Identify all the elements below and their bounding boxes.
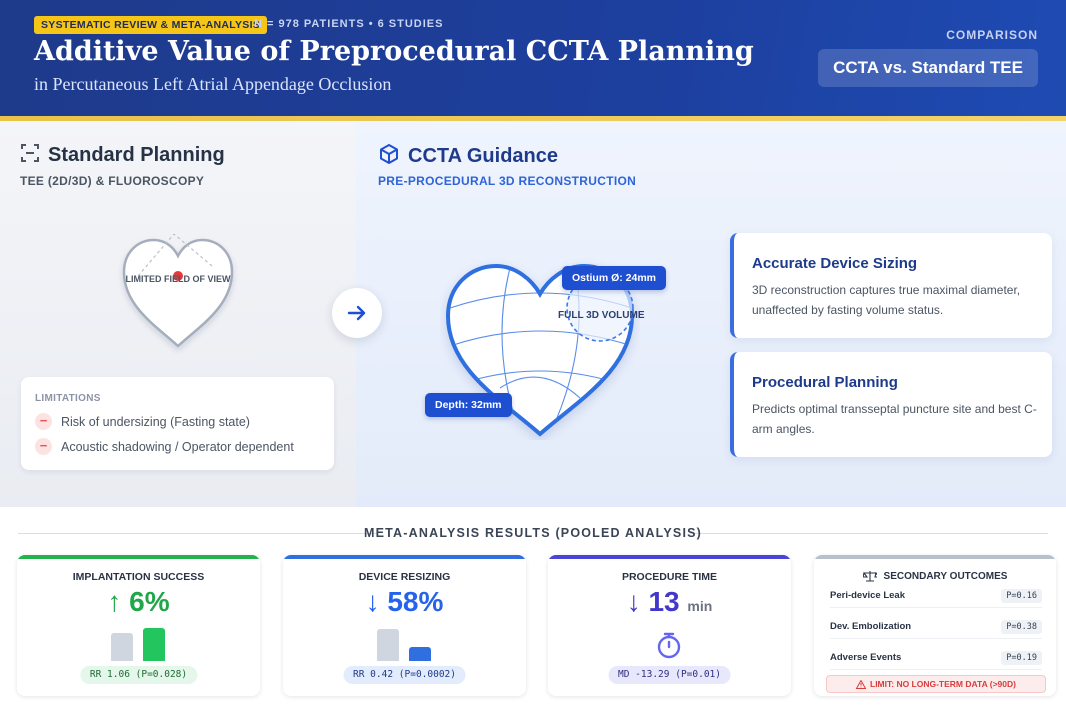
scan-frame-icon [20, 143, 40, 168]
ccta-guidance-title: CCTA Guidance [408, 145, 559, 167]
card-accent [283, 555, 526, 559]
stat-label: PROCEDURE TIME [621, 571, 718, 583]
divider [18, 533, 378, 534]
full-3d-heart-illustration [445, 263, 635, 437]
comparison-label: COMPARISON [946, 28, 1038, 42]
limitation-warning: LIMIT: NO LONG-TERM DATA (>90D) [826, 675, 1046, 693]
implantation-success-card: IMPLANTATION SUCCESS ↑ 6% RR 1.06 (P=0.0… [17, 555, 260, 696]
cube-icon [378, 143, 400, 170]
results-title: META-ANALYSIS RESULTS (POOLED ANALYSIS) [363, 526, 703, 540]
ccta-bar [143, 628, 165, 661]
arrow-down-icon: ↓ [365, 586, 380, 617]
stat-pill: MD -13.29 (P=0.01) [608, 666, 731, 684]
limited-heart-illustration [122, 234, 234, 348]
secondary-outcome-row: Peri-device Leak P=0.16 [830, 584, 1042, 608]
feature-title: Accurate Device Sizing [752, 255, 918, 272]
secondary-outcome-row: Dev. Embolization P=0.38 [830, 615, 1042, 639]
feature-card-device-sizing: Accurate Device Sizing 3D reconstruction… [730, 233, 1052, 338]
limitation-text: Risk of undersizing (Fasting state) [61, 414, 250, 429]
limitations-heading: LIMITATIONS [35, 393, 101, 404]
secondary-outcomes-heading: SECONDARY OUTCOMES [814, 570, 1056, 582]
divider [690, 533, 1048, 534]
feature-text: 3D reconstruction captures true maximal … [752, 283, 1021, 317]
ostium-chip: Ostium Ø: 24mm [562, 266, 667, 290]
secondary-outcomes-card: SECONDARY OUTCOMES Peri-device Leak P=0.… [814, 555, 1056, 696]
baseline-bar [111, 633, 133, 661]
card-accent [814, 555, 1056, 559]
arrow-right-icon [347, 305, 366, 321]
warning-icon [856, 679, 866, 689]
card-accent [17, 555, 260, 559]
standard-planning-subtitle: TEE (2D/3D) & FLUOROSCOPY [20, 174, 205, 188]
limitation-text: Acoustic shadowing / Operator dependent [61, 439, 294, 454]
page-title: Additive Value of Preprocedural CCTA Pla… [34, 36, 754, 67]
feature-title: Procedural Planning [752, 374, 898, 391]
minus-icon: − [35, 413, 52, 430]
comparison-pill: CCTA vs. Standard TEE [818, 49, 1038, 87]
stat-value: ↑ 6% [107, 586, 170, 617]
procedure-time-card: PROCEDURE TIME ↓ 13 min MD -13.29 (P=0.0… [548, 555, 791, 696]
stat-value: ↓ 13 min [626, 586, 713, 617]
stat-pill: RR 0.42 (P=0.0002) [343, 666, 466, 684]
secondary-outcome-row: Adverse Events P=0.19 [830, 646, 1042, 670]
device-resizing-card: DEVICE RESIZING ↓ 58% RR 0.42 (P=0.0002) [283, 555, 526, 696]
stat-value: ↓ 58% [365, 586, 444, 617]
card-accent [548, 555, 791, 559]
standard-planning-heading: Standard Planning [20, 143, 225, 168]
feature-card-procedural-planning: Procedural Planning Predicts optimal tra… [730, 352, 1052, 457]
baseline-bar [377, 629, 399, 661]
stat-label: DEVICE RESIZING [358, 571, 451, 583]
standard-planning-title: Standard Planning [48, 144, 225, 166]
limitation-item: − Acoustic shadowing / Operator dependen… [35, 438, 294, 455]
arrow-up-icon: ↑ [107, 586, 122, 617]
header: SYSTEMATIC REVIEW & META-ANALYSIS N = 97… [0, 0, 1066, 118]
feature-text: Predicts optimal transseptal puncture si… [752, 402, 1037, 436]
arrow-right-button[interactable] [332, 288, 382, 338]
scale-icon [862, 571, 877, 582]
review-badge: SYSTEMATIC REVIEW & META-ANALYSIS [34, 16, 268, 34]
minus-icon: − [35, 438, 52, 455]
limitation-item: − Risk of undersizing (Fasting state) [35, 413, 250, 430]
full-3d-volume-label: FULL 3D VOLUME [558, 310, 645, 321]
arrow-down-icon: ↓ [626, 586, 641, 617]
page-subtitle: in Percutaneous Left Atrial Appendage Oc… [34, 74, 392, 94]
study-meta: N = 978 PATIENTS • 6 STUDIES [254, 18, 444, 30]
stat-label: IMPLANTATION SUCCESS [72, 571, 205, 583]
ccta-guidance-subtitle: PRE-PROCEDURAL 3D RECONSTRUCTION [378, 174, 637, 188]
header-accent-bar [0, 116, 1066, 121]
ccta-bar [409, 647, 431, 661]
stopwatch-icon [657, 632, 681, 659]
stat-pill: RR 1.06 (P=0.028) [79, 666, 198, 684]
limitations-card: LIMITATIONS − Risk of undersizing (Fasti… [21, 377, 334, 470]
limited-fov-label: LIMITED FIELD OF VIEW [125, 274, 231, 284]
ccta-guidance-heading: CCTA Guidance [378, 143, 558, 170]
depth-chip: Depth: 32mm [425, 393, 512, 417]
